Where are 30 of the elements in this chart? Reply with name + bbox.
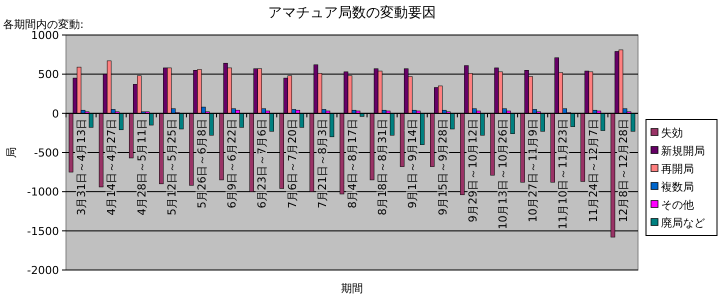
- legend-label: 失効: [661, 126, 683, 140]
- x-tick-label: 10月13日～10月26日: [496, 118, 510, 230]
- x-tick-label: 8月4日～8月17日: [346, 118, 359, 208]
- chart-title: アマチュア局数の変動要因: [268, 5, 436, 21]
- x-tick-label: 4月28日～5月11日: [135, 118, 148, 216]
- legend-label: 新規開局: [661, 144, 705, 158]
- x-axis-title: 期間: [341, 282, 363, 295]
- legend-label: 複数局: [661, 180, 694, 194]
- y-tick-label: 500: [38, 68, 59, 82]
- legend-label: その他: [661, 198, 694, 212]
- y-tick-label: 0: [52, 107, 59, 120]
- text: 各期間内の変動:: [3, 18, 84, 31]
- y-tick-label: -2000: [27, 264, 59, 277]
- x-tick-label: 5月12日～5月25日: [165, 118, 178, 216]
- y-tick-label: -500: [34, 146, 59, 160]
- x-tick-label: 3月31日～4月13日: [75, 118, 88, 216]
- legend-label: 再開局: [661, 162, 694, 176]
- x-tick-label: 10月27日～11月9日: [526, 118, 540, 222]
- legend-label: 廃局など: [661, 216, 705, 230]
- y-axis-title: 局: [5, 147, 18, 158]
- x-tick-label: 6月23日～7月6日: [256, 118, 269, 208]
- x-tick-label: 7月6日～7月20日: [286, 118, 299, 208]
- y-tick-label: -1000: [27, 186, 59, 199]
- x-tick-label: 9月1日～9月14日: [406, 118, 420, 208]
- y-tick-label: -1500: [27, 224, 59, 238]
- x-tick-label: 6月9日～6月22日: [226, 118, 239, 208]
- x-tick-label: 4月14日～4月27日: [105, 118, 118, 216]
- x-tick-label: 8月18日～8月31日: [376, 118, 390, 216]
- x-tick-label: 9月15日～9月28日: [436, 118, 450, 216]
- y-tick-label: 1000: [31, 29, 59, 42]
